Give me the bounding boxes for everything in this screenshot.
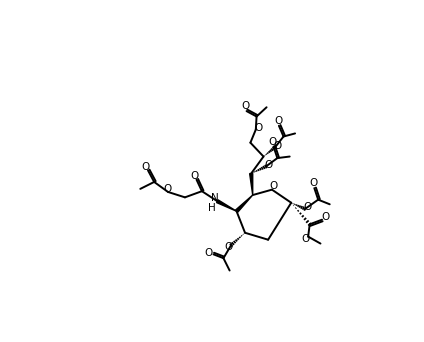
Text: O: O <box>142 161 150 172</box>
Text: O: O <box>224 242 232 252</box>
Text: O: O <box>269 181 278 191</box>
Text: O: O <box>274 116 282 126</box>
Polygon shape <box>250 173 253 195</box>
Text: O: O <box>269 137 277 147</box>
Text: O: O <box>303 201 312 212</box>
Text: O: O <box>205 248 213 258</box>
Text: O: O <box>264 160 272 170</box>
Polygon shape <box>235 195 253 212</box>
Text: O: O <box>163 184 171 194</box>
Text: O: O <box>273 141 282 151</box>
Polygon shape <box>217 200 237 211</box>
Text: O: O <box>310 179 318 188</box>
Text: O: O <box>190 171 198 181</box>
Text: O: O <box>301 234 309 244</box>
Text: H: H <box>208 203 216 213</box>
Text: O: O <box>254 123 262 133</box>
Text: N: N <box>211 193 219 203</box>
Text: O: O <box>321 212 329 222</box>
Text: O: O <box>241 102 249 111</box>
